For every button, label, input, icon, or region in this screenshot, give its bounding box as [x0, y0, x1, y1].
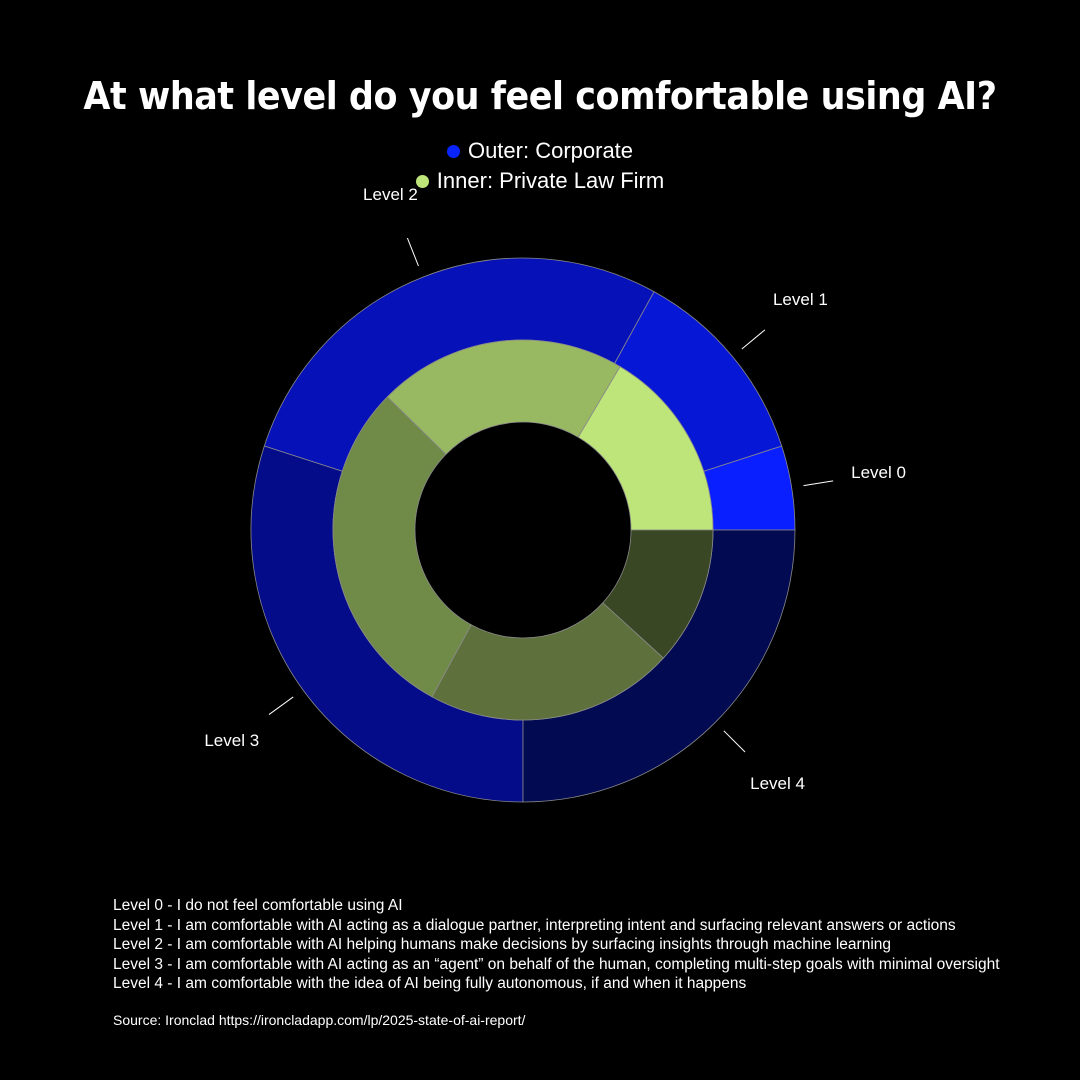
chart-legend: Outer: Corporate Inner: Private Law Firm — [0, 138, 1080, 194]
inner-slice-level-1 — [386, 339, 621, 455]
level-definitions: Level 0 - I do not feel comfortable usin… — [113, 896, 1073, 994]
inner-slice-level-2 — [332, 396, 472, 698]
footnote-level-1: Level 1 - I am comfortable with AI actin… — [113, 916, 956, 934]
source-note: Source: Ironclad https://ironcladapp.com… — [113, 1012, 526, 1028]
slice-label-level-1: Level 1 — [773, 290, 828, 309]
leader-line-level-3 — [268, 696, 294, 715]
leader-line-level-1 — [741, 329, 766, 350]
slice-label-level-0: Level 0 — [851, 463, 906, 482]
legend-label-outer: Outer: Corporate — [467, 138, 634, 163]
legend-swatch-outer — [446, 144, 460, 158]
leader-line-level-4 — [723, 730, 746, 753]
footnote-level-4: Level 4 - I am comfortable with the idea… — [113, 975, 747, 992]
chart-title: At what level do you feel comfortable us… — [83, 74, 997, 118]
inner-slice-level-0 — [577, 366, 714, 531]
inner-slice-level-4 — [602, 529, 714, 659]
legend-item-outer: Outer: Corporate — [446, 138, 634, 164]
leader-line-level-0 — [803, 480, 834, 487]
legend-label-inner: Inner: Private Law Firm — [436, 168, 665, 193]
footnote-level-2: Level 2 - I am comfortable with AI helpi… — [113, 936, 891, 953]
inner-slice-level-3 — [431, 602, 664, 721]
slice-label-level-3: Level 3 — [204, 731, 259, 750]
slice-label-level-2: Level 2 — [363, 185, 418, 204]
footnote-level-3: Level 3 - I am comfortable with AI actin… — [113, 955, 1000, 973]
legend-swatch-inner — [415, 174, 429, 188]
leader-line-level-2 — [406, 237, 419, 267]
legend-item-inner: Inner: Private Law Firm — [415, 168, 665, 194]
slice-label-level-4: Level 4 — [750, 774, 805, 793]
footnote-level-0: Level 0 - I do not feel comfortable usin… — [113, 897, 403, 914]
